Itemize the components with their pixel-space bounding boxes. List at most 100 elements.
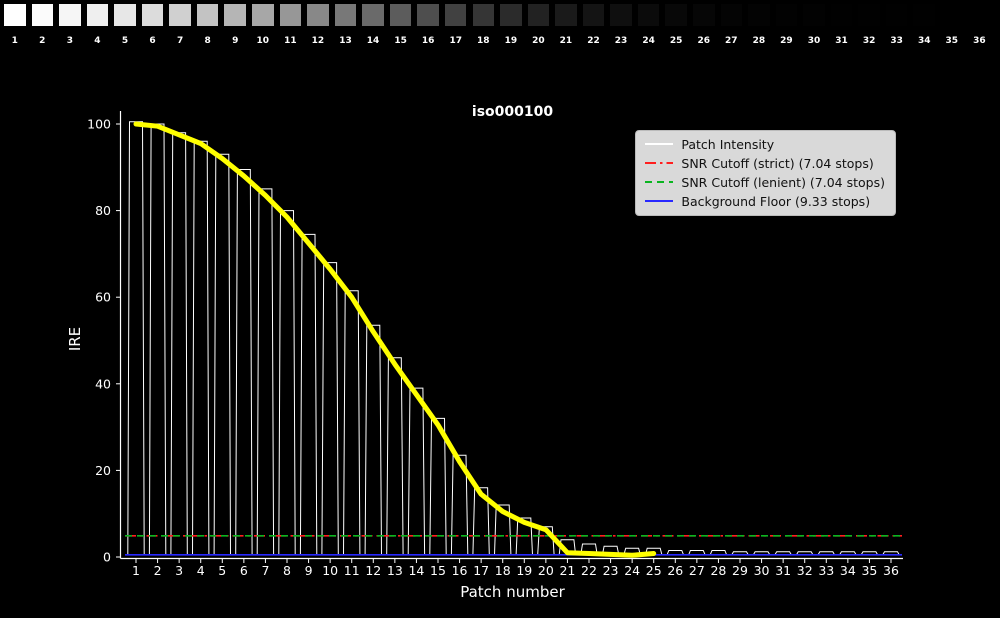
x-tick-label: 27 <box>689 563 705 578</box>
gray-patch-32 <box>858 4 880 26</box>
gray-patch-6 <box>141 4 164 26</box>
patch-number: 11 <box>284 36 297 46</box>
patch-number: 3 <box>66 36 73 46</box>
x-tick-label: 32 <box>797 563 813 578</box>
x-tick-label: 26 <box>667 563 683 578</box>
patch-number: 35 <box>945 36 959 46</box>
gray-patch-13 <box>334 4 357 26</box>
gray-patch-8 <box>196 4 219 26</box>
patch-number: 7 <box>176 36 184 46</box>
patch-number: 28 <box>752 36 766 46</box>
patch-number: 27 <box>725 36 738 46</box>
patch-number: 24 <box>642 36 655 46</box>
gray-patch-10 <box>252 4 274 26</box>
gray-patch-2 <box>31 4 54 26</box>
x-tick-label: 12 <box>365 563 381 578</box>
y-axis-label: IRE <box>66 326 84 352</box>
patch-number: 5 <box>121 36 129 46</box>
x-tick-label: 35 <box>861 563 877 578</box>
legend: Patch Intensity SNR Cutoff (strict) (7.04… <box>635 130 896 216</box>
gray-patch-28 <box>748 4 770 26</box>
x-tick-label: 33 <box>818 563 834 578</box>
x-tick-label: 1 <box>132 563 140 578</box>
x-tick-label: 5 <box>218 563 226 578</box>
patch-number: 22 <box>587 36 600 46</box>
gray-patch-3 <box>59 4 81 26</box>
patch-number: 19 <box>504 36 518 46</box>
y-tick-label: 60 <box>95 290 111 305</box>
gray-patch-36 <box>968 4 991 26</box>
patch-number: 33 <box>890 36 903 46</box>
gray-patch-4 <box>86 4 109 26</box>
legend-label: Patch Intensity <box>681 136 775 152</box>
x-tick-label: 22 <box>581 563 597 578</box>
x-tick-label: 20 <box>538 563 554 578</box>
x-tick-label: 25 <box>646 563 662 578</box>
patch-number: 4 <box>94 36 101 46</box>
patch-number: 20 <box>532 36 545 46</box>
gray-patch-16 <box>417 4 439 26</box>
chart-title: iso000100 <box>471 104 554 120</box>
gray-patch-14 <box>362 4 384 26</box>
x-tick-label: 6 <box>240 563 248 578</box>
x-tick-label: 24 <box>624 563 640 578</box>
patch-number: 31 <box>835 36 848 46</box>
y-tick-label: 40 <box>95 376 111 391</box>
patch-number: 18 <box>477 36 490 46</box>
x-tick-label: 9 <box>305 563 313 578</box>
solid-line-sample <box>645 200 674 202</box>
x-tick-label: 8 <box>283 563 291 578</box>
patch-number: 23 <box>614 36 628 46</box>
y-tick-label: 0 <box>103 550 111 565</box>
x-tick-label: 16 <box>452 563 468 578</box>
gray-patch-22 <box>582 4 605 26</box>
legend-label: SNR Cutoff (strict) (7.04 stops) <box>681 155 874 171</box>
patch-number: 16 <box>421 36 435 46</box>
gray-patch-35 <box>941 4 963 26</box>
y-tick-label: 80 <box>95 203 111 218</box>
dashdot-line-sample <box>645 162 674 164</box>
gray-patch-26 <box>693 4 715 26</box>
gray-patch-25 <box>665 4 687 26</box>
gray-patch-5 <box>114 4 136 26</box>
gray-patch-29 <box>775 4 798 26</box>
gray-patch-9 <box>224 4 246 26</box>
patch-number: 9 <box>232 36 239 46</box>
x-axis-label: Patch number <box>460 583 565 601</box>
x-tick-label: 4 <box>197 563 205 578</box>
x-tick-label: 30 <box>754 563 770 578</box>
x-tick-label: 13 <box>387 563 403 578</box>
patch-number: 25 <box>669 36 683 46</box>
gray-patch-1 <box>4 4 26 26</box>
x-tick-label: 14 <box>408 563 424 578</box>
x-tick-label: 17 <box>473 563 489 578</box>
gray-patch-27 <box>720 4 743 26</box>
gray-patch-31 <box>830 4 853 26</box>
y-tick-label: 100 <box>87 117 111 132</box>
gray-patch-24 <box>637 4 660 26</box>
x-tick-label: 10 <box>322 563 338 578</box>
x-tick-label: 28 <box>710 563 726 578</box>
patch-number: 26 <box>697 36 711 46</box>
patch-number: 21 <box>559 36 573 46</box>
solid-line-sample <box>645 143 674 145</box>
gray-patch-15 <box>389 4 412 26</box>
x-tick-label: 18 <box>495 563 511 578</box>
patch-number: 29 <box>780 36 793 46</box>
patch-mean-line <box>133 121 657 558</box>
legend-entry: Patch Intensity <box>644 136 885 152</box>
patch-number: 34 <box>917 36 931 46</box>
x-tick-label: 34 <box>840 563 856 578</box>
patch-number: 17 <box>449 36 462 46</box>
patch-number: 30 <box>807 36 821 46</box>
x-tick-label: 3 <box>175 563 183 578</box>
legend-label: SNR Cutoff (lenient) (7.04 stops) <box>681 174 885 190</box>
legend-entry: Background Floor (9.33 stops) <box>644 193 885 209</box>
x-tick-label: 23 <box>603 563 619 578</box>
gray-patch-12 <box>307 4 329 26</box>
patch-number: 1 <box>11 36 18 46</box>
patch-number: 10 <box>256 36 270 46</box>
x-tick-label: 19 <box>516 563 532 578</box>
